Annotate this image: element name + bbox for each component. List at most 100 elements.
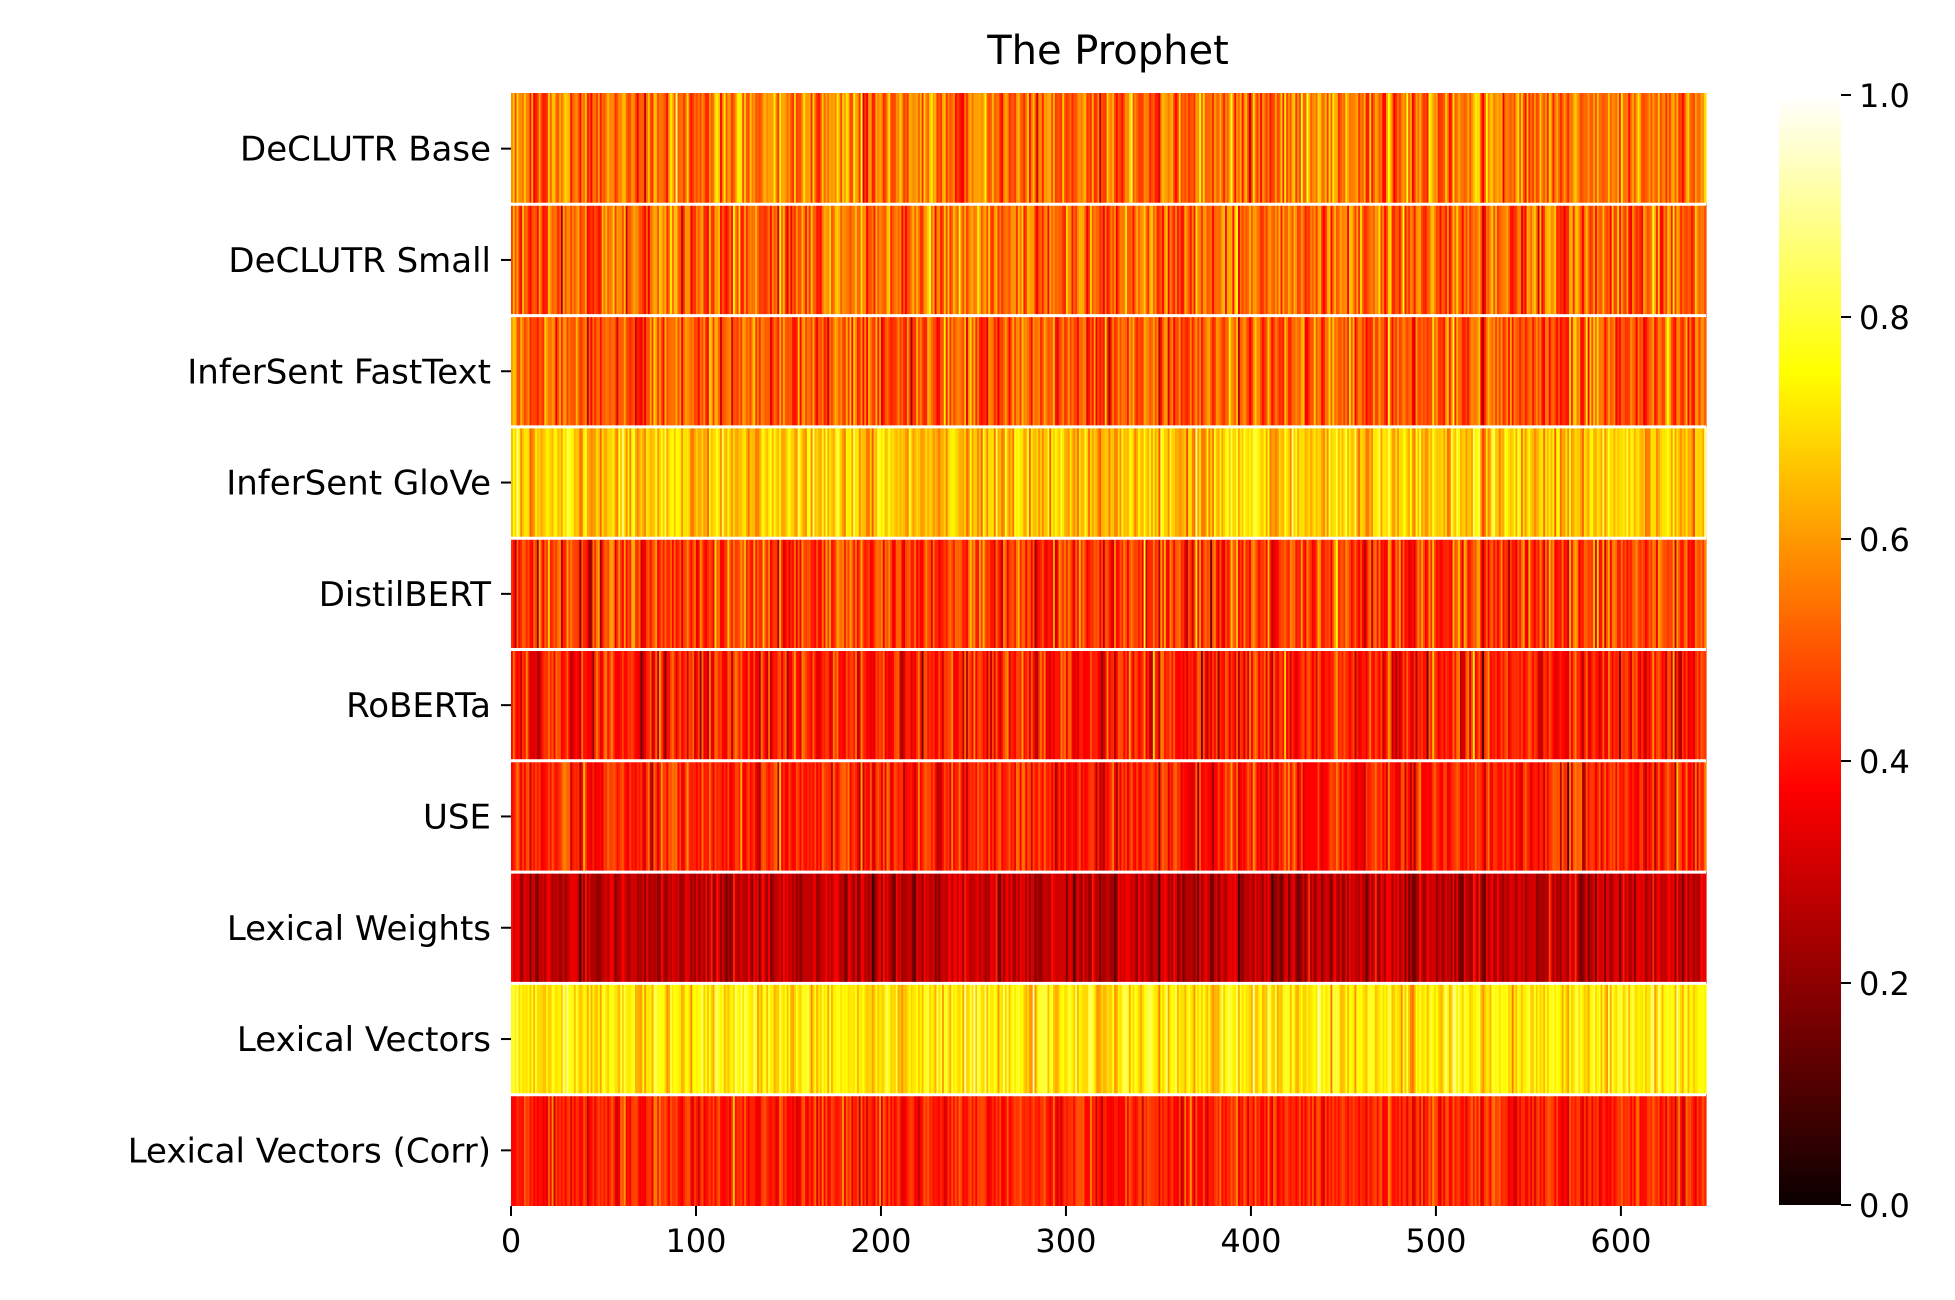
heatmap-cell — [905, 760, 908, 873]
heatmap-cell — [1149, 649, 1152, 761]
heatmap-cell — [1657, 426, 1661, 539]
heatmap-cell — [1609, 204, 1613, 316]
heatmap-cell — [1417, 315, 1420, 427]
heatmap-cell — [657, 760, 660, 873]
heatmap-cell — [1252, 538, 1256, 650]
heatmap-cell — [1515, 93, 1518, 205]
heatmap-cell — [990, 204, 993, 316]
heatmap-cell — [984, 760, 988, 873]
heatmap-cell — [1047, 538, 1050, 650]
heatmap-cell — [943, 760, 947, 873]
heatmap-cell — [1001, 538, 1004, 650]
heatmap-cell — [762, 538, 766, 650]
heatmap-cell — [649, 93, 653, 205]
heatmap-cell — [842, 93, 845, 205]
heatmap-cell — [1086, 426, 1089, 539]
heatmap-cell — [529, 204, 532, 316]
heatmap-cell — [1661, 204, 1665, 316]
heatmap-cell — [1149, 760, 1152, 873]
heatmap-cell — [1596, 649, 1600, 761]
heatmap-cell — [729, 872, 732, 984]
heatmap-cell — [1273, 93, 1276, 205]
heatmap-cell — [905, 315, 908, 427]
heatmap-cell — [1178, 426, 1182, 539]
heatmap-cell — [751, 93, 754, 205]
heatmap-cell — [879, 760, 882, 873]
heatmap-cell — [1315, 538, 1319, 650]
heatmap-cell — [1175, 426, 1178, 539]
heatmap-cell — [1650, 538, 1653, 650]
heatmap-cell — [1263, 760, 1267, 873]
heatmap-cell — [1088, 538, 1091, 650]
heatmap-cell — [1670, 426, 1674, 539]
heatmap-cell — [808, 760, 812, 873]
heatmap-cell — [1448, 426, 1452, 539]
heatmap-cell — [1090, 649, 1093, 761]
heatmap-cell — [827, 315, 830, 427]
heatmap-cell — [997, 872, 1000, 984]
heatmap-cell — [1539, 204, 1542, 316]
heatmap-cell — [923, 93, 926, 205]
heatmap-cell — [919, 649, 923, 761]
heatmap-cell — [1489, 204, 1493, 316]
heatmap-cell — [1210, 426, 1213, 539]
heatmap-cell — [686, 872, 690, 984]
heatmap-cell — [934, 538, 938, 650]
heatmap-cell — [627, 649, 630, 761]
heatmap-cell — [1156, 760, 1160, 873]
heatmap-cell — [1225, 649, 1228, 761]
heatmap-cell — [1239, 872, 1243, 984]
heatmap-cell — [536, 204, 540, 316]
heatmap-cell — [640, 538, 643, 650]
heatmap-cell — [1676, 204, 1679, 316]
heatmap-cell — [1650, 760, 1653, 873]
heatmap-cell — [1213, 538, 1217, 650]
heatmap-cell — [1508, 426, 1511, 539]
heatmap-cell — [688, 204, 692, 316]
heatmap-cell — [832, 204, 836, 316]
heatmap-cell — [560, 649, 564, 761]
heatmap-cell — [646, 872, 649, 984]
heatmap-cell — [1263, 649, 1267, 761]
heatmap-cell — [986, 538, 989, 650]
heatmap-cell — [1028, 315, 1032, 427]
heatmap-cell — [1509, 538, 1513, 650]
heatmap-cell — [1112, 872, 1115, 984]
heatmap-cell — [1284, 760, 1287, 873]
heatmap-cell — [1310, 426, 1313, 539]
heatmap-cell — [1038, 315, 1041, 427]
heatmap-cell — [1339, 315, 1343, 427]
heatmap-cell — [1099, 93, 1102, 205]
heatmap-cell — [1358, 538, 1361, 650]
heatmap-cell — [511, 204, 514, 316]
heatmap-cell — [1121, 872, 1124, 984]
heatmap-cell — [1208, 204, 1211, 316]
heatmap-cell — [1158, 93, 1161, 205]
heatmap-cell — [1694, 426, 1698, 539]
heatmap-cell — [1104, 538, 1108, 650]
heatmap-cell — [1043, 538, 1047, 650]
heatmap-cell — [708, 649, 712, 761]
heatmap-cell — [1600, 649, 1604, 761]
heatmap-cell — [548, 93, 551, 205]
heatmap-cell — [860, 426, 864, 539]
heatmap-cell — [1226, 204, 1230, 316]
heatmap-cell — [1681, 426, 1685, 539]
heatmap-cell — [1589, 649, 1592, 761]
heatmap-cell — [945, 538, 949, 650]
heatmap-cell — [923, 760, 926, 873]
heatmap-cell — [1363, 315, 1367, 427]
heatmap-cell — [533, 538, 536, 650]
heatmap-cell — [1228, 538, 1232, 650]
heatmap-cell — [855, 426, 858, 539]
heatmap-cell — [1558, 538, 1561, 650]
heatmap-cell — [1550, 426, 1554, 539]
heatmap-cell — [779, 426, 782, 539]
heatmap-cell — [925, 872, 928, 984]
heatmap-cell — [1221, 315, 1224, 427]
heatmap-cell — [1278, 315, 1282, 427]
heatmap-cell — [1667, 538, 1670, 650]
heatmap-cell — [644, 93, 647, 205]
heatmap-cell — [1151, 760, 1154, 873]
heatmap-cell — [1691, 760, 1694, 873]
